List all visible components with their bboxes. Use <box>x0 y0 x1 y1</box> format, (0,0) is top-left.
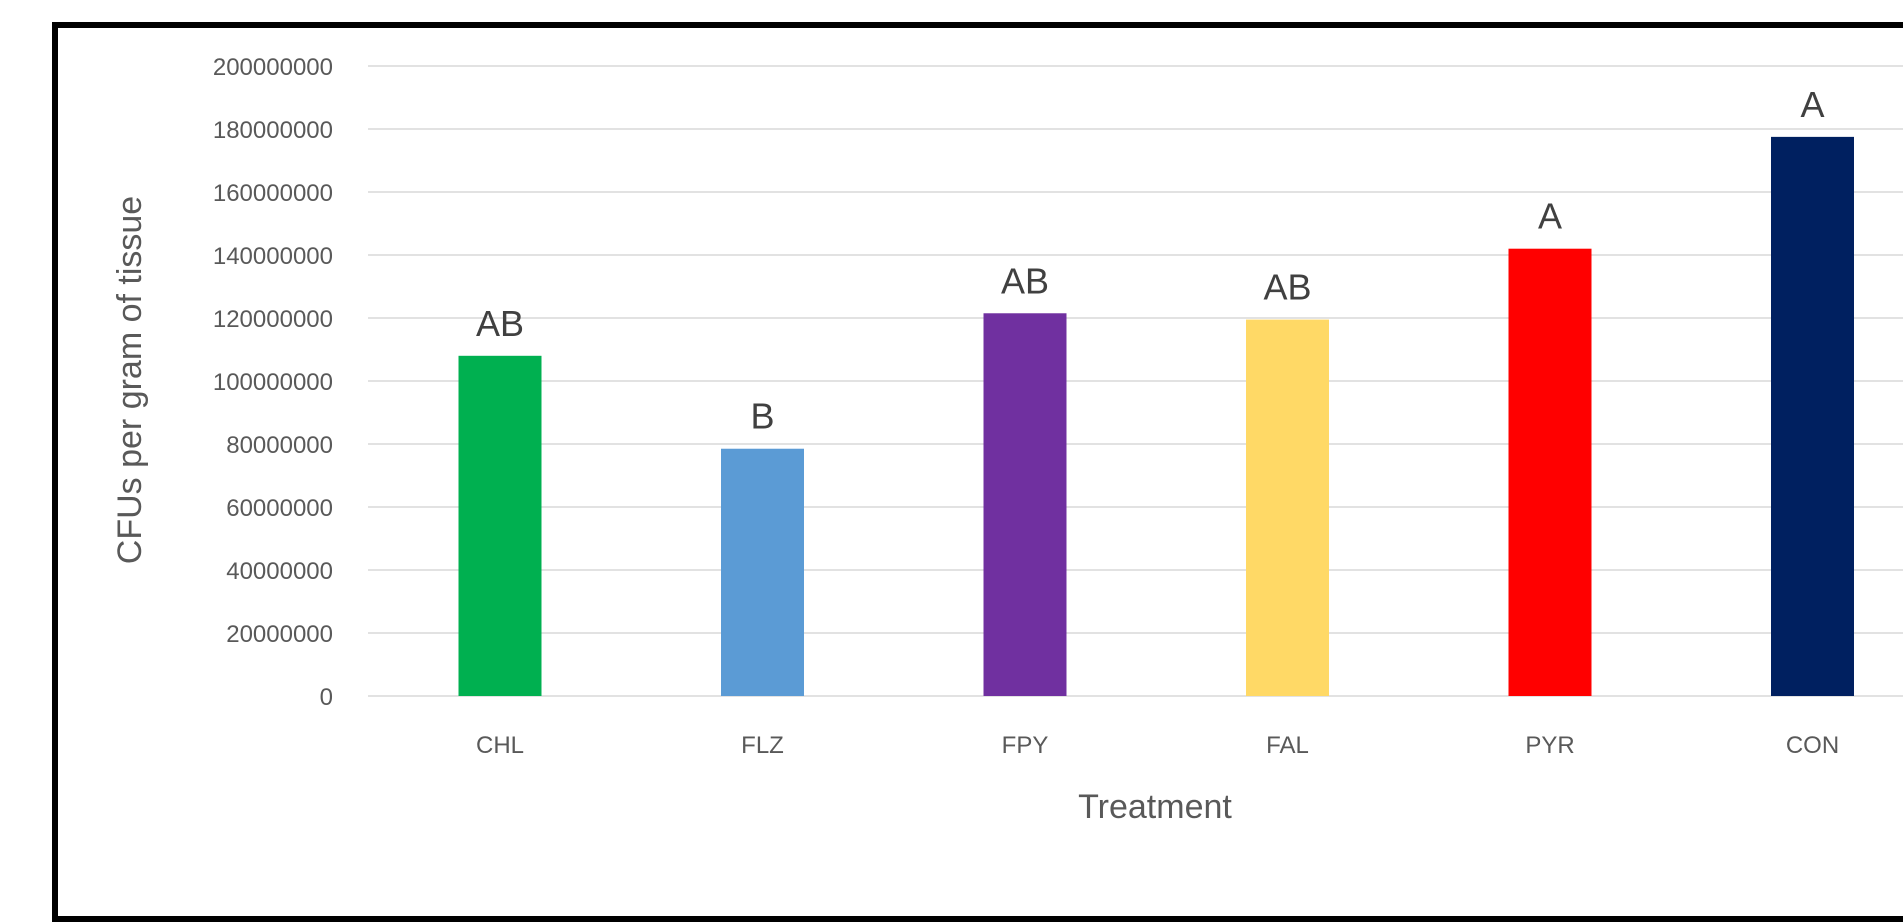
gridlines <box>368 65 1903 697</box>
x-tick-label-fpy: FPY <box>1002 732 1049 759</box>
y-tick-label: 100000000 <box>213 369 333 396</box>
bar-pyr <box>1508 248 1592 696</box>
y-axis-title: CFUs per gram of tissue <box>111 196 149 564</box>
bars <box>458 136 1854 696</box>
y-tick-label: 120000000 <box>213 306 333 333</box>
x-tick-label-pyr: PYR <box>1525 732 1574 759</box>
y-tick-label: 40000000 <box>226 558 333 585</box>
x-tick-label-flz: FLZ <box>741 732 784 759</box>
x-tick-label-con: CON <box>1786 732 1839 759</box>
bar-fal <box>1246 319 1329 696</box>
y-tick-label: 140000000 <box>213 243 333 270</box>
y-axis-ticks: 0 20000000 40000000 60000000 80000000 1000000… <box>213 54 333 711</box>
y-tick-label: 60000000 <box>226 495 333 522</box>
data-label-pyr: A <box>1538 196 1562 237</box>
x-tick-label-fal: FAL <box>1266 732 1309 759</box>
bar-chl <box>458 355 542 696</box>
chart-frame <box>52 22 1903 922</box>
bar-chart: 0 20000000 40000000 60000000 80000000 1000000… <box>111 54 1903 826</box>
x-axis-ticks: CHL FLZ FPY FAL PYR CON <box>476 732 1839 759</box>
y-tick-label: 20000000 <box>226 621 333 648</box>
bar-con <box>1771 136 1854 696</box>
data-label-con: A <box>1800 84 1824 125</box>
data-labels: AB B AB AB A A <box>476 84 1825 437</box>
y-tick-label: 160000000 <box>213 180 333 207</box>
data-label-flz: B <box>750 396 774 437</box>
y-tick-label: 200000000 <box>213 54 333 81</box>
x-tick-label-chl: CHL <box>476 732 524 759</box>
bar-fpy <box>983 313 1067 696</box>
data-label-fpy: AB <box>1001 260 1049 301</box>
y-tick-label: 180000000 <box>213 117 333 144</box>
data-label-fal: AB <box>1263 267 1311 308</box>
data-label-chl: AB <box>476 303 524 344</box>
y-tick-label: 80000000 <box>226 432 333 459</box>
y-tick-label: 0 <box>320 684 333 711</box>
x-axis-title: Treatment <box>1078 788 1232 826</box>
bar-flz <box>721 448 804 696</box>
